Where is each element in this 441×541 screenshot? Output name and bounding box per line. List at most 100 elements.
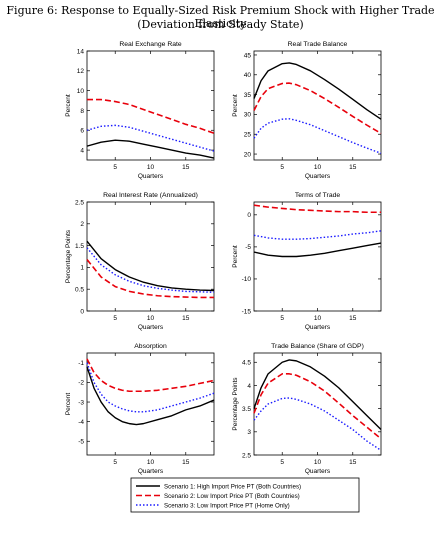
y-tick-label: 45 bbox=[244, 52, 252, 59]
x-tick-label: 15 bbox=[349, 459, 357, 466]
x-tick-label: 15 bbox=[182, 164, 190, 171]
x-tick-label: 10 bbox=[147, 315, 155, 322]
chart-title: Real Trade Balance bbox=[288, 41, 348, 48]
legend-label-scenario-2: Scenario 2: Low Import Price PT (Both Co… bbox=[164, 493, 300, 500]
x-tick-label: 15 bbox=[349, 315, 357, 322]
y-tick-label: 2.5 bbox=[242, 452, 251, 459]
x-tick-label: 10 bbox=[314, 164, 322, 171]
y-tick-label: 40 bbox=[244, 72, 252, 79]
y-tick-label: 30 bbox=[244, 112, 252, 119]
series-line-scenario-2 bbox=[253, 204, 381, 214]
y-tick-label: 0 bbox=[247, 212, 251, 219]
series-line-scenario-1 bbox=[86, 366, 215, 426]
plot-frame bbox=[86, 352, 215, 456]
y-tick-label: -2 bbox=[78, 380, 84, 387]
y-tick-label: 1 bbox=[80, 265, 84, 272]
y-axis-label: Percent bbox=[232, 94, 239, 117]
chart-panel-4: Terms of Trade 5 10 15 -15 -10 -5 0 Quarters Perc… bbox=[232, 192, 382, 331]
legend: Scenario 1: High Import Price PT (Both C… bbox=[130, 477, 360, 513]
series-line-scenario-3 bbox=[253, 118, 382, 154]
y-tick-label: -5 bbox=[245, 244, 251, 251]
x-axis-label: Quarters bbox=[305, 324, 331, 331]
y-tick-label: 10 bbox=[77, 88, 85, 95]
figure-title: Figure 6: Response to Equally-Sized Risk… bbox=[6, 4, 435, 30]
x-tick-label: 10 bbox=[314, 459, 322, 466]
chart-title: Real Exchange Rate bbox=[119, 41, 182, 48]
y-tick-label: 14 bbox=[77, 48, 85, 55]
series-line-scenario-3 bbox=[86, 362, 215, 413]
y-tick-label: -15 bbox=[242, 308, 252, 315]
chart-panel-6: Trade Balance (Share of GDP) 5 10 15 2.5 3 3.5… bbox=[232, 343, 382, 475]
y-tick-label: -10 bbox=[242, 276, 252, 283]
y-tick-label: 35 bbox=[244, 92, 252, 99]
legend-label-scenario-1: Scenario 1: High Import Price PT (Both C… bbox=[164, 483, 301, 490]
y-tick-label: 4 bbox=[247, 383, 251, 390]
series-line-scenario-1 bbox=[253, 242, 382, 258]
series-line-scenario-2 bbox=[87, 98, 215, 135]
x-tick-label: 10 bbox=[314, 315, 322, 322]
y-tick-label: 25 bbox=[244, 132, 252, 139]
chart-panel-3: Real Interest Rate (Annualized) 5 10 15 0 0.5… bbox=[65, 192, 215, 331]
y-tick-label: 3 bbox=[247, 429, 251, 436]
x-tick-label: 10 bbox=[147, 459, 155, 466]
series-line-scenario-2 bbox=[86, 259, 214, 299]
x-tick-label: 15 bbox=[182, 315, 190, 322]
series-line-scenario-1 bbox=[253, 62, 382, 120]
chart-title: Terms of Trade bbox=[295, 192, 341, 199]
x-tick-label: 15 bbox=[349, 164, 357, 171]
series-line-scenario-2 bbox=[86, 358, 215, 393]
plot-frame bbox=[253, 352, 382, 456]
chart-title: Absorption bbox=[134, 343, 167, 350]
x-tick-label: 5 bbox=[113, 459, 117, 466]
series-line-scenario-1 bbox=[86, 240, 215, 292]
series-line-scenario-3 bbox=[86, 247, 215, 293]
x-axis-label: Quarters bbox=[138, 468, 164, 475]
y-tick-label: 3.5 bbox=[242, 406, 251, 413]
series-line-scenario-3 bbox=[253, 397, 382, 451]
x-tick-label: 5 bbox=[280, 459, 284, 466]
y-tick-label: 0 bbox=[80, 308, 84, 315]
y-axis-label: Percentage Points bbox=[65, 229, 72, 283]
x-axis-label: Quarters bbox=[138, 173, 164, 180]
x-axis-label: Quarters bbox=[305, 468, 331, 475]
y-tick-label: 1.5 bbox=[75, 243, 84, 250]
y-tick-label: -5 bbox=[78, 439, 84, 446]
y-tick-label: 2 bbox=[80, 221, 84, 228]
y-tick-label: 12 bbox=[77, 68, 85, 75]
figure-subtitle: (Deviation from Steady State) bbox=[137, 18, 304, 31]
y-tick-label: 6 bbox=[80, 128, 84, 135]
y-tick-label: -4 bbox=[78, 419, 84, 426]
y-tick-label: 4.5 bbox=[242, 360, 251, 367]
y-axis-label: Percent bbox=[65, 94, 72, 117]
chart-panel-1: Real Exchange Rate 5 10 15 4 6 8 10 12 14 Quarters… bbox=[65, 41, 215, 180]
y-axis-label: Percentage Points bbox=[232, 377, 239, 431]
x-tick-label: 5 bbox=[280, 315, 284, 322]
y-tick-label: 0.5 bbox=[75, 287, 84, 294]
y-axis-label: Percent bbox=[232, 245, 239, 268]
series-line-scenario-2 bbox=[253, 82, 382, 135]
y-tick-label: -3 bbox=[78, 399, 84, 406]
x-tick-label: 5 bbox=[280, 164, 284, 171]
y-tick-label: 4 bbox=[80, 147, 84, 154]
series-line-scenario-1 bbox=[86, 139, 215, 159]
x-tick-label: 5 bbox=[113, 164, 117, 171]
y-tick-label: -1 bbox=[78, 360, 84, 367]
legend-box bbox=[130, 477, 360, 513]
x-axis-label: Quarters bbox=[305, 173, 331, 180]
x-tick-label: 15 bbox=[182, 459, 190, 466]
chart-title: Real Interest Rate (Annualized) bbox=[103, 192, 198, 199]
series-line-scenario-3 bbox=[253, 230, 382, 240]
series-line-scenario-1 bbox=[253, 359, 382, 430]
y-tick-label: 8 bbox=[80, 108, 84, 115]
x-tick-label: 10 bbox=[147, 164, 155, 171]
x-tick-label: 5 bbox=[113, 315, 117, 322]
plot-frame bbox=[86, 50, 215, 161]
y-tick-label: 2.5 bbox=[75, 199, 84, 206]
y-tick-label: 20 bbox=[244, 151, 252, 158]
x-axis-label: Quarters bbox=[138, 324, 164, 331]
series-line-scenario-3 bbox=[86, 124, 215, 152]
series-line-scenario-2 bbox=[253, 373, 382, 440]
y-axis-label: Percent bbox=[65, 393, 72, 416]
plot-frame bbox=[253, 201, 382, 312]
